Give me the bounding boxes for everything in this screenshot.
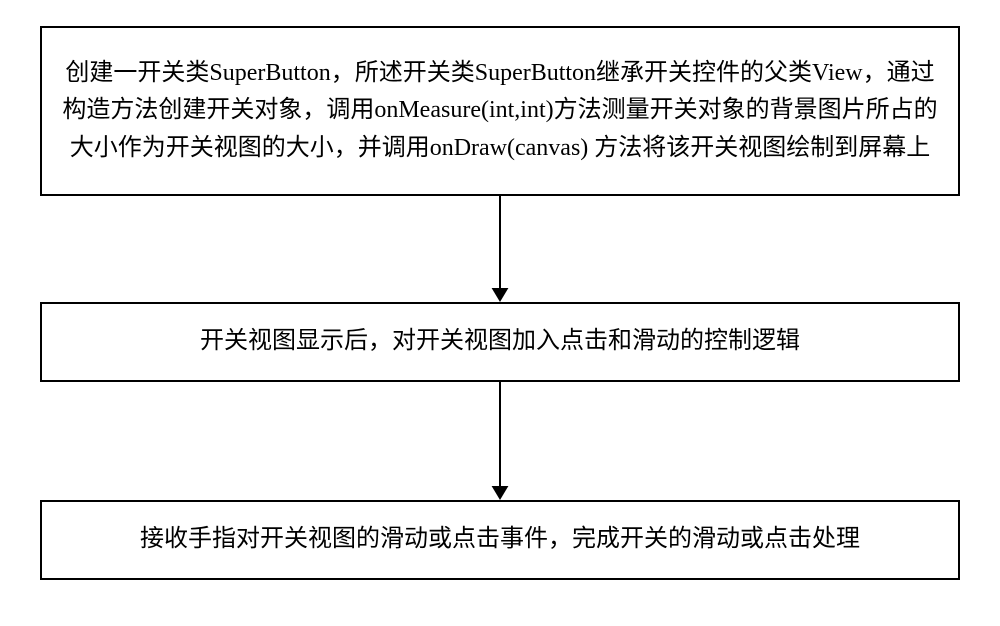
flow-node-1: 创建一开关类SuperButton，所述开关类SuperButton继承开关控件… <box>40 26 960 196</box>
flow-node-1-text: 创建一开关类SuperButton，所述开关类SuperButton继承开关控件… <box>62 55 938 167</box>
flow-node-3-text: 接收手指对开关视图的滑动或点击事件，完成开关的滑动或点击处理 <box>140 521 860 558</box>
flow-node-2-text: 开关视图显示后，对开关视图加入点击和滑动的控制逻辑 <box>200 323 800 360</box>
flow-arrow-2 <box>486 382 514 500</box>
flow-node-2: 开关视图显示后，对开关视图加入点击和滑动的控制逻辑 <box>40 302 960 382</box>
flow-arrow-1 <box>486 196 514 302</box>
flowchart-canvas: 创建一开关类SuperButton，所述开关类SuperButton继承开关控件… <box>0 0 1000 626</box>
flow-node-3: 接收手指对开关视图的滑动或点击事件，完成开关的滑动或点击处理 <box>40 500 960 580</box>
